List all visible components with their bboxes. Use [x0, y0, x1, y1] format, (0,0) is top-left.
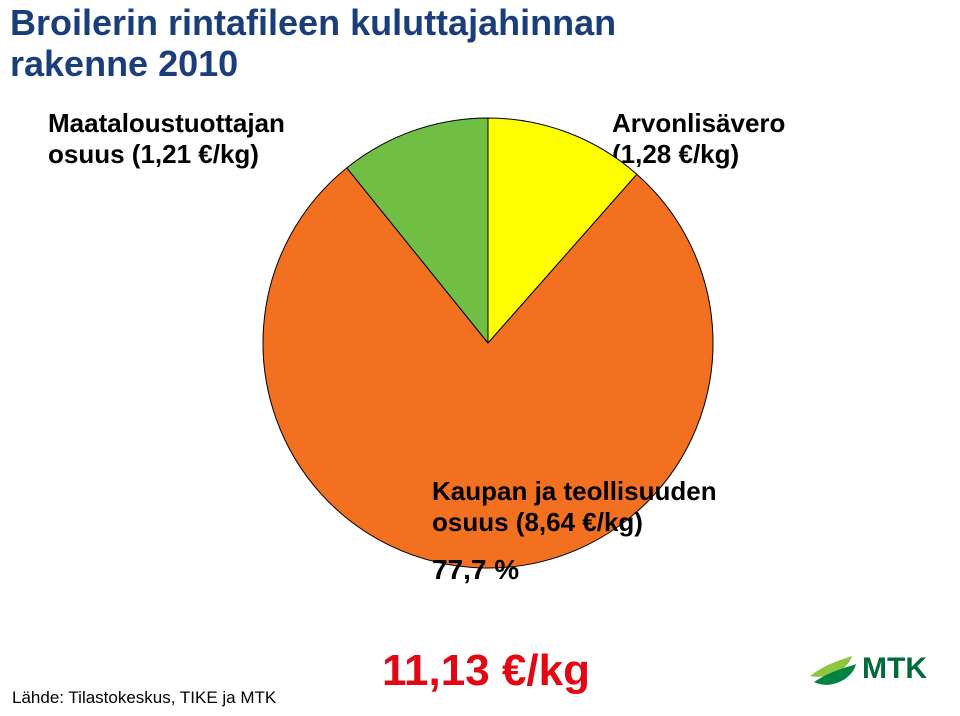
slice-pct-trade: 77,7 %	[432, 554, 519, 586]
logo-text: MTK	[862, 652, 927, 685]
total-price: 11,13 €/kg	[382, 646, 590, 696]
source-text: Lähde: Tilastokeskus, TIKE ja MTK	[12, 688, 276, 708]
title-line2: rakenne 2010	[10, 43, 238, 84]
slice-label-farmer: Maataloustuottajan osuus (1,21 €/kg)	[48, 108, 285, 170]
page-title: Broilerin rintafileen kuluttajahinnan ra…	[10, 2, 616, 85]
slice-label-trade: Kaupan ja teollisuuden osuus (8,64 €/kg)	[432, 476, 717, 538]
title-line1: Broilerin rintafileen kuluttajahinnan	[10, 2, 616, 43]
mtk-logo: MTK	[808, 640, 938, 692]
